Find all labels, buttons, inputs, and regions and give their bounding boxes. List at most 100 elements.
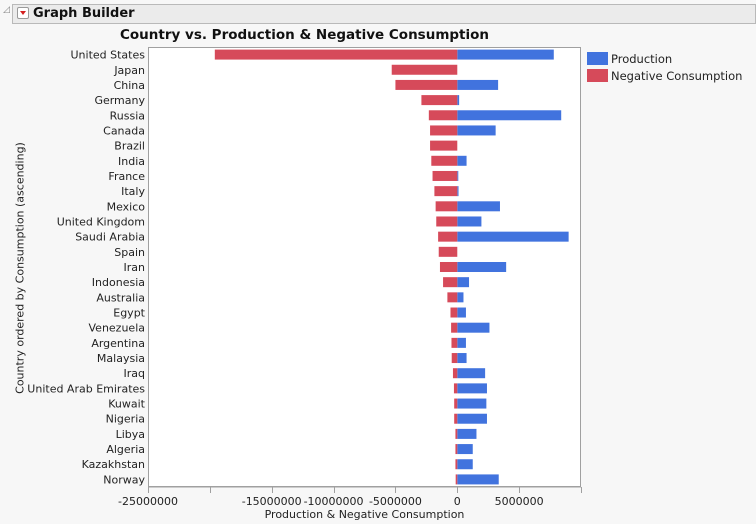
bar-production-mexico[interactable] — [457, 201, 500, 212]
bar-production-algeria[interactable] — [457, 444, 473, 455]
bar-negative-consumption-libya[interactable] — [455, 428, 458, 439]
y-tick-label: Mexico — [107, 200, 146, 213]
y-tick-label: Indonesia — [92, 276, 145, 289]
bar-production-norway[interactable] — [457, 474, 499, 485]
bar-production-iraq[interactable] — [457, 368, 486, 379]
x-tick-label: -10000000 — [304, 495, 364, 508]
y-tick-label: Norway — [103, 473, 145, 486]
bar-production-kuwait[interactable] — [457, 398, 487, 409]
bar-negative-consumption-norway[interactable] — [455, 474, 458, 485]
bar-negative-consumption-kazakhstan[interactable] — [455, 459, 458, 470]
bar-production-china[interactable] — [457, 79, 499, 90]
bar-negative-consumption-brazil[interactable] — [430, 140, 458, 151]
legend: Production Negative Consumption — [587, 50, 742, 84]
bar-negative-consumption-united-arab-emirates[interactable] — [453, 383, 458, 394]
bar-negative-consumption-australia[interactable] — [447, 292, 458, 303]
y-tick-label: Canada — [103, 124, 145, 137]
bar-negative-consumption-india[interactable] — [431, 155, 458, 166]
bar-negative-consumption-france[interactable] — [432, 170, 458, 181]
bar-production-united-states[interactable] — [457, 49, 554, 60]
bar-production-italy[interactable] — [457, 186, 459, 197]
y-tick-label: United States — [71, 49, 146, 62]
legend-label-negative-consumption: Negative Consumption — [611, 68, 743, 83]
bar-production-malaysia[interactable] — [457, 353, 467, 364]
y-tick-label: Kazakhstan — [82, 458, 145, 471]
bar-negative-consumption-indonesia[interactable] — [443, 277, 458, 288]
header-title: Graph Builder — [33, 6, 135, 21]
bar-production-nigeria[interactable] — [457, 413, 487, 424]
y-tick-label: Algeria — [106, 443, 145, 456]
legend-swatch-negative-consumption — [587, 69, 608, 82]
y-tick-label: China — [114, 79, 145, 92]
bar-production-united-kingdom[interactable] — [457, 216, 482, 227]
bar-production-saudi-arabia[interactable] — [457, 231, 569, 242]
bar-negative-consumption-egypt[interactable] — [450, 307, 458, 318]
y-tick-label: Japan — [113, 64, 145, 77]
bar-negative-consumption-iran[interactable] — [439, 262, 458, 272]
y-tick-label: United Kingdom — [57, 215, 145, 228]
y-tick-label: United Arab Emirates — [27, 382, 145, 395]
bar-negative-consumption-united-states[interactable] — [214, 49, 458, 60]
x-tick-label: -15000000 — [242, 495, 302, 508]
bar-production-kazakhstan[interactable] — [457, 459, 473, 470]
bar-production-germany[interactable] — [457, 95, 460, 106]
bar-negative-consumption-mexico[interactable] — [435, 201, 458, 212]
bar-negative-consumption-spain[interactable] — [438, 246, 458, 257]
bar-production-russia[interactable] — [457, 110, 562, 121]
x-tick-label: -25000000 — [118, 495, 178, 508]
y-tick-label: Nigeria — [106, 413, 145, 426]
y-tick-label: Australia — [96, 291, 145, 304]
y-tick-label: Argentina — [91, 337, 145, 350]
chart-title: Country vs. Production & Negative Consum… — [120, 27, 490, 43]
y-tick-label: Russia — [110, 109, 145, 122]
bar-negative-consumption-venezuela[interactable] — [451, 322, 458, 333]
bar-negative-consumption-malaysia[interactable] — [451, 353, 458, 364]
bar-production-indonesia[interactable] — [457, 277, 470, 288]
bar-production-france[interactable] — [457, 170, 459, 181]
y-tick-label: Germany — [94, 94, 145, 107]
bar-negative-consumption-china[interactable] — [395, 79, 458, 90]
bar-negative-consumption-saudi-arabia[interactable] — [438, 231, 458, 242]
x-tick-label: 0 — [454, 495, 461, 508]
legend-swatch-production — [587, 52, 608, 65]
bar-production-libya[interactable] — [457, 428, 477, 439]
red-triangle-menu-icon[interactable] — [17, 7, 29, 19]
bar-negative-consumption-nigeria[interactable] — [454, 413, 458, 424]
bar-production-india[interactable] — [457, 155, 467, 166]
plot-area — [148, 47, 581, 487]
bar-negative-consumption-kuwait[interactable] — [454, 398, 458, 409]
y-tick-label: Venezuela — [89, 322, 146, 335]
bar-production-united-arab-emirates[interactable] — [457, 383, 487, 394]
bar-production-venezuela[interactable] — [457, 322, 490, 333]
y-tick-label: Iraq — [124, 367, 146, 380]
y-tick-label: India — [118, 155, 145, 168]
y-tick-label: Malaysia — [97, 352, 145, 365]
bar-negative-consumption-germany[interactable] — [421, 95, 458, 106]
y-tick-label: Iran — [124, 261, 146, 274]
bar-negative-consumption-iraq[interactable] — [452, 368, 458, 379]
legend-item-production[interactable]: Production — [587, 50, 742, 67]
legend-label-production: Production — [611, 51, 673, 66]
bar-production-iran[interactable] — [457, 262, 507, 272]
bar-negative-consumption-italy[interactable] — [434, 186, 458, 197]
bar-negative-consumption-algeria[interactable] — [455, 444, 458, 455]
bar-production-canada[interactable] — [457, 125, 496, 136]
x-axis-title: Production & Negative Consumption — [264, 508, 465, 521]
y-tick-label: Italy — [121, 185, 145, 198]
bar-negative-consumption-argentina[interactable] — [451, 337, 458, 348]
bar-negative-consumption-russia[interactable] — [428, 110, 458, 121]
bar-production-egypt[interactable] — [457, 307, 466, 318]
y-tick-label: France — [108, 170, 145, 183]
y-tick-label: Kuwait — [108, 398, 145, 411]
bar-production-australia[interactable] — [457, 292, 464, 303]
bar-negative-consumption-japan[interactable] — [391, 64, 458, 75]
bar-negative-consumption-canada[interactable] — [430, 125, 458, 136]
y-tick-label: Spain — [114, 246, 145, 259]
x-tick-label: -5000000 — [369, 495, 422, 508]
graph-builder-header: Graph Builder — [12, 4, 756, 24]
disclosure-triangle-icon[interactable]: ◿ — [3, 5, 10, 15]
bar-production-argentina[interactable] — [457, 337, 466, 348]
bar-negative-consumption-united-kingdom[interactable] — [436, 216, 458, 227]
legend-item-negative-consumption[interactable]: Negative Consumption — [587, 67, 742, 84]
